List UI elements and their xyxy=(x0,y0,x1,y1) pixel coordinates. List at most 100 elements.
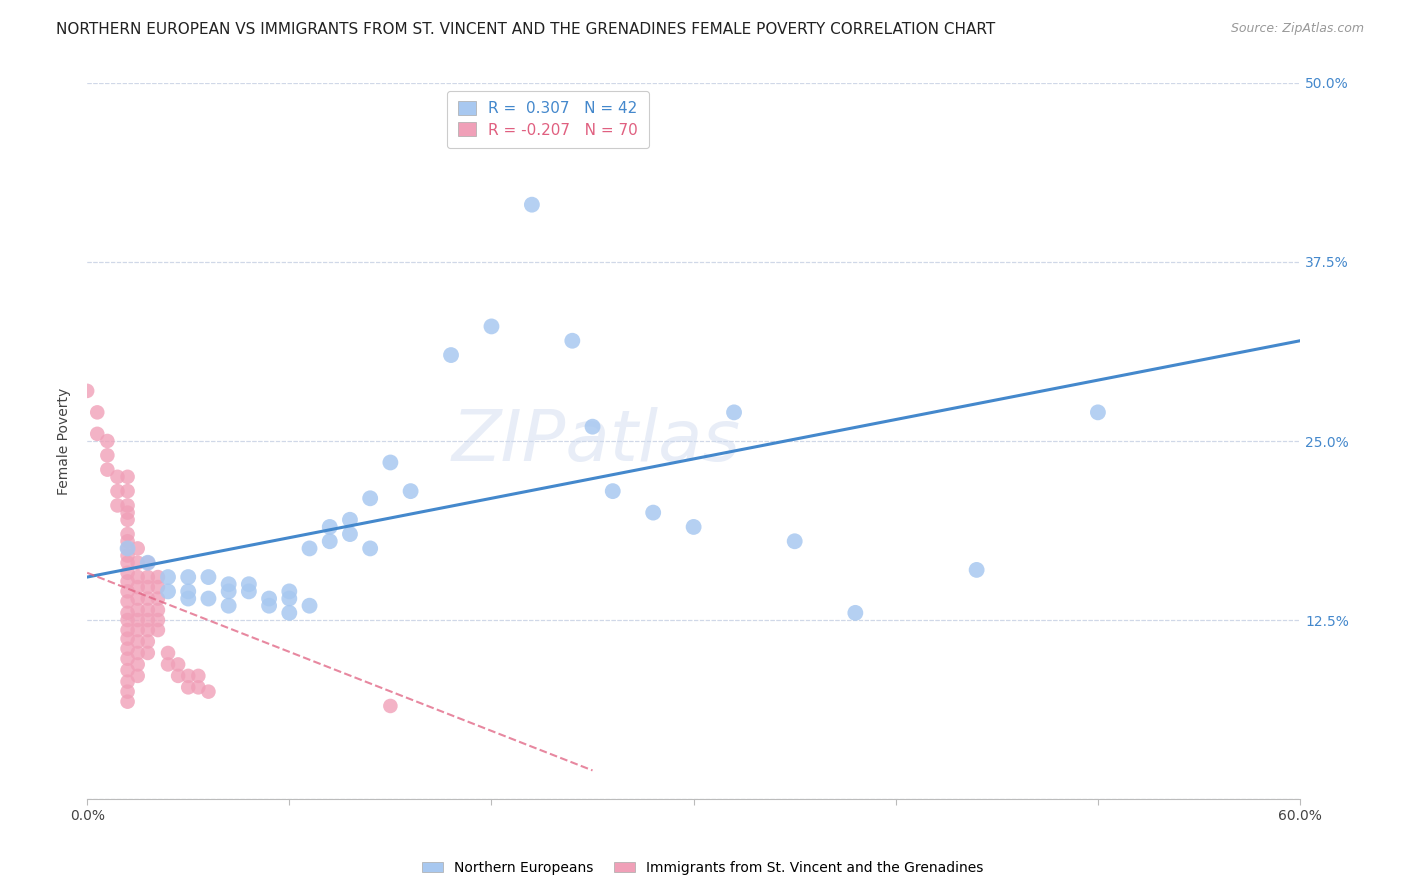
Point xyxy=(177,669,200,683)
Point xyxy=(602,484,624,499)
Legend: R =  0.307   N = 42, R = -0.207   N = 70: R = 0.307 N = 42, R = -0.207 N = 70 xyxy=(447,91,650,148)
Point xyxy=(127,623,149,637)
Point xyxy=(117,513,139,527)
Point xyxy=(218,577,240,591)
Point xyxy=(127,634,149,648)
Point xyxy=(117,632,139,646)
Point xyxy=(440,348,463,362)
Point xyxy=(146,580,169,594)
Point xyxy=(380,455,402,469)
Point xyxy=(107,499,129,513)
Point xyxy=(197,684,219,698)
Point xyxy=(117,641,139,656)
Point xyxy=(298,599,321,613)
Point xyxy=(238,584,260,599)
Point xyxy=(117,651,139,665)
Point xyxy=(319,520,342,534)
Point xyxy=(117,484,139,499)
Point xyxy=(76,384,98,398)
Point xyxy=(117,606,139,620)
Text: ZIPatlas: ZIPatlas xyxy=(453,407,741,475)
Point xyxy=(117,684,139,698)
Point xyxy=(146,623,169,637)
Point xyxy=(298,541,321,556)
Point xyxy=(278,584,301,599)
Point xyxy=(136,634,159,648)
Point xyxy=(127,657,149,672)
Point xyxy=(117,556,139,570)
Point xyxy=(117,594,139,608)
Point xyxy=(136,570,159,584)
Point xyxy=(117,534,139,549)
Point xyxy=(127,646,149,660)
Point xyxy=(844,606,866,620)
Point xyxy=(86,405,108,419)
Point xyxy=(167,657,190,672)
Point xyxy=(197,591,219,606)
Point xyxy=(127,591,149,606)
Point xyxy=(278,591,301,606)
Point xyxy=(257,591,280,606)
Point xyxy=(86,426,108,441)
Point xyxy=(117,566,139,580)
Point xyxy=(117,623,139,637)
Point xyxy=(136,646,159,660)
Point xyxy=(177,681,200,695)
Point xyxy=(359,491,381,506)
Point xyxy=(723,405,745,419)
Point xyxy=(278,606,301,620)
Point xyxy=(117,584,139,599)
Point xyxy=(399,484,422,499)
Point xyxy=(218,599,240,613)
Point xyxy=(117,541,139,556)
Point xyxy=(117,470,139,484)
Point xyxy=(146,570,169,584)
Point xyxy=(117,549,139,563)
Point xyxy=(117,506,139,520)
Point xyxy=(156,646,179,660)
Point xyxy=(127,556,149,570)
Point xyxy=(127,580,149,594)
Point xyxy=(197,570,219,584)
Point xyxy=(581,419,603,434)
Point xyxy=(127,570,149,584)
Point xyxy=(167,669,190,683)
Point xyxy=(156,657,179,672)
Point xyxy=(127,603,149,617)
Point xyxy=(339,527,361,541)
Point xyxy=(136,591,159,606)
Point xyxy=(107,484,129,499)
Point xyxy=(520,197,543,211)
Point xyxy=(359,541,381,556)
Point xyxy=(187,681,209,695)
Point xyxy=(257,599,280,613)
Point xyxy=(238,577,260,591)
Point xyxy=(146,613,169,627)
Point xyxy=(117,574,139,589)
Point xyxy=(339,513,361,527)
Point xyxy=(177,570,200,584)
Point xyxy=(117,613,139,627)
Point xyxy=(117,541,139,556)
Legend: Northern Europeans, Immigrants from St. Vincent and the Grenadines: Northern Europeans, Immigrants from St. … xyxy=(416,855,990,880)
Point xyxy=(380,698,402,713)
Point xyxy=(1087,405,1109,419)
Point xyxy=(136,556,159,570)
Point xyxy=(117,499,139,513)
Point xyxy=(96,448,118,462)
Point xyxy=(136,580,159,594)
Point xyxy=(127,613,149,627)
Text: NORTHERN EUROPEAN VS IMMIGRANTS FROM ST. VINCENT AND THE GRENADINES FEMALE POVER: NORTHERN EUROPEAN VS IMMIGRANTS FROM ST.… xyxy=(56,22,995,37)
Point xyxy=(117,695,139,709)
Point xyxy=(136,623,159,637)
Point xyxy=(966,563,988,577)
Point xyxy=(146,591,169,606)
Point xyxy=(682,520,704,534)
Point xyxy=(136,613,159,627)
Point xyxy=(156,584,179,599)
Point xyxy=(117,674,139,689)
Point xyxy=(127,541,149,556)
Point xyxy=(187,669,209,683)
Point xyxy=(136,556,159,570)
Point xyxy=(96,434,118,448)
